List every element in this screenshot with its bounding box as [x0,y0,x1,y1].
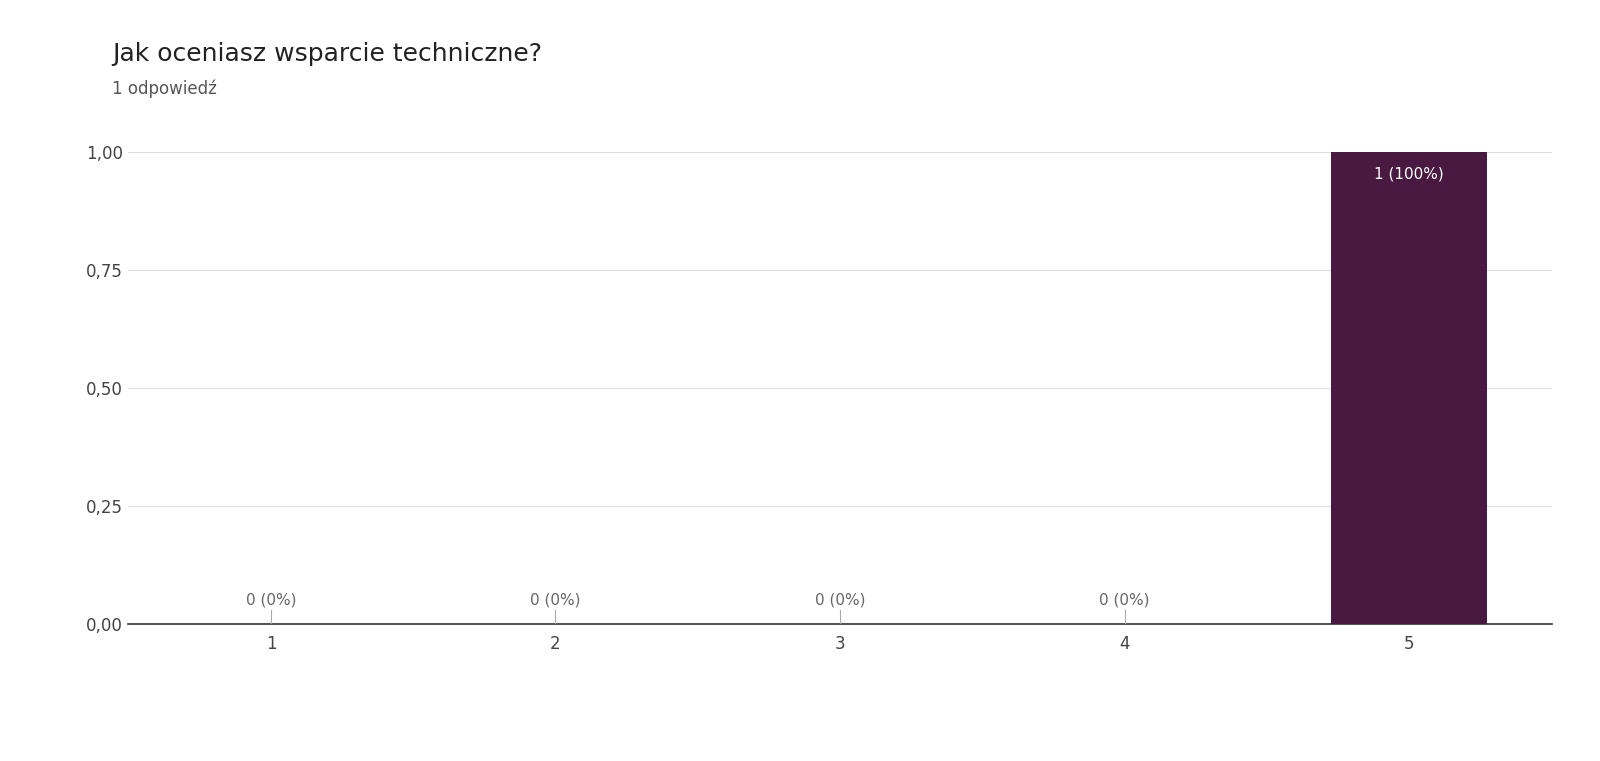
Text: 0 (0%): 0 (0%) [246,593,296,607]
Text: 0 (0%): 0 (0%) [530,593,581,607]
Text: 1 (100%): 1 (100%) [1374,167,1443,181]
Text: 0 (0%): 0 (0%) [814,593,866,607]
Text: 1 odpowiedź: 1 odpowiedź [112,80,218,98]
Text: 0 (0%): 0 (0%) [1099,593,1150,607]
Bar [1331,152,1488,624]
Text: Jak oceniasz wsparcie techniczne?: Jak oceniasz wsparcie techniczne? [112,42,542,66]
